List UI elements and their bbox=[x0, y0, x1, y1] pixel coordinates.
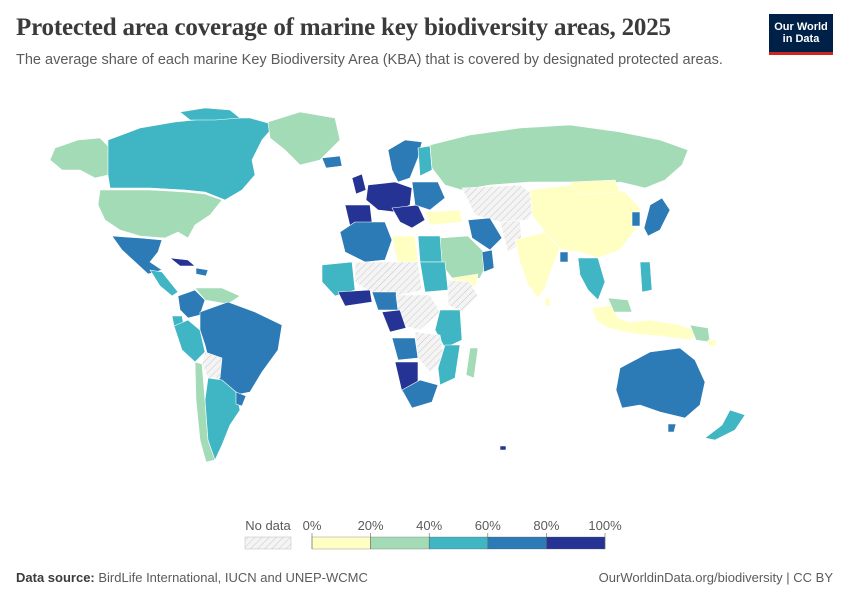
country-venezuela-guianas[interactable] bbox=[194, 287, 241, 305]
country-southern-island[interactable] bbox=[499, 445, 507, 451]
country-italy-balkans[interactable] bbox=[391, 204, 426, 229]
source-note: Data source: BirdLife International, IUC… bbox=[16, 570, 368, 585]
country-usa[interactable] bbox=[97, 189, 223, 239]
country-malaysia[interactable] bbox=[607, 297, 633, 313]
country-finland[interactable] bbox=[417, 145, 433, 177]
country-central-asia[interactable] bbox=[461, 184, 541, 223]
legend-bin-0[interactable] bbox=[311, 536, 371, 550]
country-greenland[interactable] bbox=[267, 111, 341, 166]
country-iceland[interactable] bbox=[321, 155, 343, 169]
legend-tick-label-2: 40% bbox=[416, 518, 442, 533]
legend-tick-label-4: 80% bbox=[533, 518, 559, 533]
country-madagascar[interactable] bbox=[465, 347, 479, 379]
country-uk[interactable] bbox=[351, 173, 367, 195]
source-url-link[interactable]: OurWorldinData.org/biodiversity | CC BY bbox=[598, 570, 833, 585]
country-iran[interactable] bbox=[467, 217, 503, 251]
legend-ticks: 0% 20% 40% 60% 80% 100% bbox=[303, 518, 622, 549]
country-norway-sweden[interactable] bbox=[387, 139, 423, 183]
country-caribbean[interactable] bbox=[195, 267, 209, 277]
country-turkey[interactable] bbox=[424, 209, 463, 226]
country-south-africa[interactable] bbox=[401, 379, 439, 409]
country-new-zealand[interactable] bbox=[704, 409, 746, 441]
country-pacific-islands[interactable] bbox=[707, 339, 717, 347]
country-central-america[interactable] bbox=[149, 269, 179, 297]
legend-bins bbox=[311, 536, 606, 550]
country-southeast-asia[interactable] bbox=[577, 257, 606, 301]
country-uruguay[interactable] bbox=[235, 391, 247, 407]
country-cuba[interactable] bbox=[169, 257, 196, 267]
legend-bin-4[interactable] bbox=[546, 536, 606, 550]
source-text: BirdLife International, IUCN and UNEP-WC… bbox=[98, 570, 368, 585]
world-map bbox=[49, 107, 746, 463]
legend-tick-label-1: 20% bbox=[358, 518, 384, 533]
country-gabon-congo[interactable] bbox=[381, 309, 407, 333]
country-horn-africa[interactable] bbox=[447, 279, 479, 313]
legend-tick-label-5: 100% bbox=[588, 518, 622, 533]
country-southern-central-africa[interactable] bbox=[414, 331, 446, 373]
country-bangladesh[interactable] bbox=[559, 251, 569, 263]
legend-tick-label-0: 0% bbox=[303, 518, 322, 533]
country-korea[interactable] bbox=[631, 211, 641, 227]
country-australia[interactable] bbox=[615, 347, 706, 419]
country-alaska-usa[interactable] bbox=[49, 137, 111, 179]
country-japan[interactable] bbox=[643, 197, 671, 237]
country-sri-lanka[interactable] bbox=[544, 297, 551, 307]
country-argentina[interactable] bbox=[204, 377, 241, 461]
country-bolivia[interactable] bbox=[201, 351, 223, 379]
source-label: Data source: bbox=[16, 570, 95, 585]
country-mexico[interactable] bbox=[111, 235, 163, 275]
legend-no-data-label: No data bbox=[245, 518, 291, 533]
country-morocco-algeria[interactable] bbox=[339, 221, 393, 263]
chart-title: Protected area coverage of marine key bi… bbox=[16, 14, 671, 41]
country-tasmania[interactable] bbox=[667, 423, 677, 433]
legend-no-data-swatch bbox=[244, 536, 292, 550]
country-mozambique[interactable] bbox=[437, 344, 461, 386]
country-mongolia[interactable] bbox=[569, 179, 621, 196]
logo-line-1: Our World bbox=[774, 21, 828, 33]
legend-tick-label-3: 60% bbox=[475, 518, 501, 533]
legend-bin-1[interactable] bbox=[370, 536, 430, 550]
country-east-africa[interactable] bbox=[434, 309, 463, 349]
country-gulf-guinea[interactable] bbox=[337, 289, 373, 307]
country-eastern-europe[interactable] bbox=[411, 181, 446, 211]
legend-bin-3[interactable] bbox=[487, 536, 547, 550]
owid-logo[interactable]: Our World in Data bbox=[769, 14, 833, 55]
chart-subtitle: The average share of each marine Key Bio… bbox=[16, 52, 723, 68]
legend-bin-2[interactable] bbox=[429, 536, 488, 550]
country-philippines[interactable] bbox=[639, 261, 653, 293]
country-oman[interactable] bbox=[481, 249, 495, 273]
country-russia[interactable] bbox=[429, 124, 689, 191]
country-canada-islands[interactable] bbox=[179, 107, 241, 121]
logo-line-2: in Data bbox=[782, 33, 820, 45]
